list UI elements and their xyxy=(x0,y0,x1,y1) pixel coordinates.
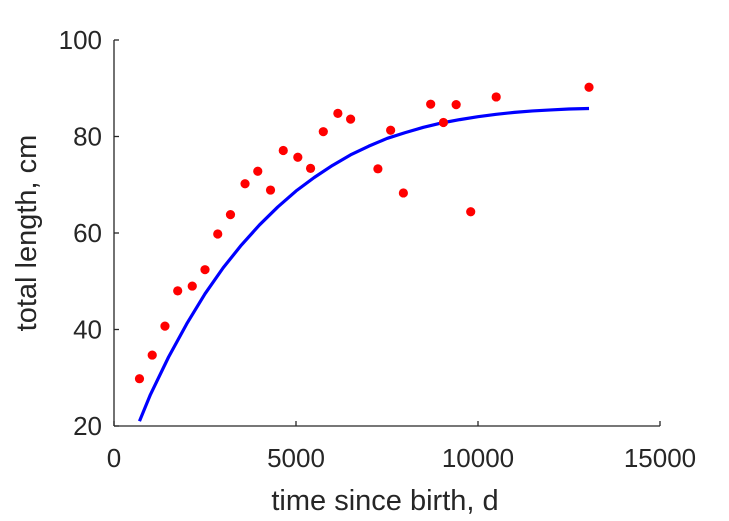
data-point xyxy=(278,145,288,156)
data-point xyxy=(265,185,276,195)
data-point xyxy=(398,188,408,198)
data-point xyxy=(134,374,145,384)
ticks xyxy=(113,39,661,427)
data-point xyxy=(187,281,197,291)
data-point xyxy=(225,210,236,220)
data-point xyxy=(426,99,436,109)
data-point xyxy=(240,179,250,189)
y-tick-label: 60 xyxy=(73,218,102,248)
x-axis-label: time since birth, d xyxy=(271,485,498,517)
data-point xyxy=(318,127,328,137)
data-point xyxy=(386,125,396,135)
data-point xyxy=(438,117,449,128)
data-point xyxy=(333,108,343,118)
data-point xyxy=(213,229,223,239)
data-point xyxy=(305,163,316,173)
x-tick-label: 15000 xyxy=(624,443,696,473)
x-tick-label: 10000 xyxy=(442,443,514,473)
axes xyxy=(113,40,660,427)
data-point xyxy=(584,82,594,92)
data-point xyxy=(160,321,170,331)
data-point xyxy=(451,100,461,110)
y-tick-label: 40 xyxy=(73,315,102,345)
data-point xyxy=(466,207,476,217)
y-tick-label: 20 xyxy=(73,411,102,441)
x-tick-label: 0 xyxy=(107,443,121,473)
y-tick-label: 100 xyxy=(59,25,102,55)
fit-curve-line xyxy=(138,106,590,422)
data-point xyxy=(147,350,157,360)
y-tick-label: 80 xyxy=(73,122,102,152)
y-axis-label: total length, cm xyxy=(11,135,43,332)
tick-labels: 0 5000 10000 15000 20 40 60 80 100 xyxy=(59,25,697,473)
data-point xyxy=(173,286,183,296)
series-layer xyxy=(134,82,594,422)
data-point xyxy=(491,92,501,102)
data-point xyxy=(200,265,210,275)
data-point xyxy=(346,114,356,124)
data-point xyxy=(373,164,383,174)
data-point xyxy=(253,166,263,176)
data-point xyxy=(293,152,303,162)
x-tick-label: 5000 xyxy=(267,443,325,473)
